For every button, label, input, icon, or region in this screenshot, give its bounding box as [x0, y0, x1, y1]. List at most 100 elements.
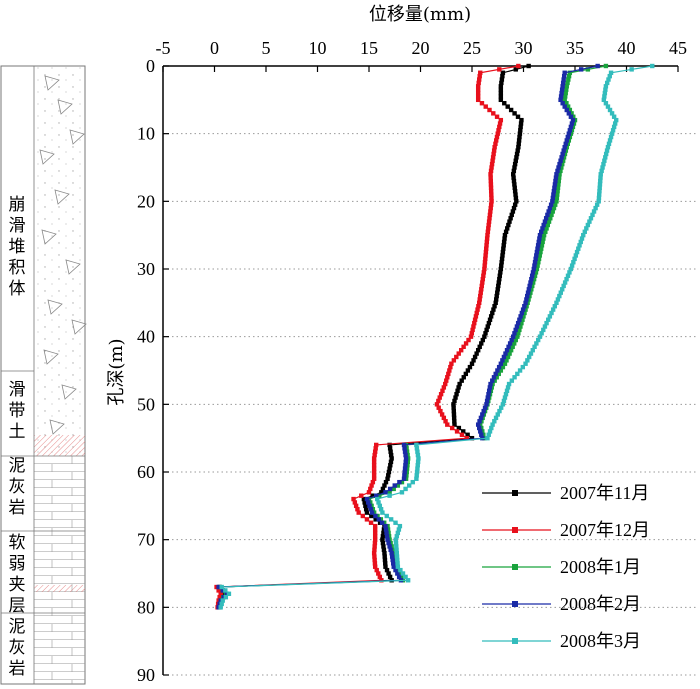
series-point: [562, 97, 567, 103]
series-point: [599, 168, 604, 174]
series-point: [560, 101, 565, 106]
series-point: [479, 283, 484, 289]
series-point: [511, 334, 516, 339]
legend-marker: [512, 601, 518, 607]
series-point: [364, 517, 370, 522]
series-point: [542, 219, 548, 224]
series-point: [445, 375, 450, 380]
series-point: [515, 334, 520, 339]
series-point: [537, 232, 543, 238]
series-point: [603, 63, 609, 69]
series-point: [485, 324, 490, 329]
series-point: [603, 155, 608, 160]
series-point: [609, 111, 615, 116]
series-point: [384, 513, 389, 519]
series-point: [483, 331, 488, 336]
series-point: [488, 188, 494, 194]
series-point: [405, 578, 411, 583]
series-point: [469, 361, 475, 366]
series-point: [389, 551, 394, 556]
series-point: [359, 493, 364, 498]
series-point: [371, 459, 377, 465]
series-point: [500, 249, 506, 255]
series-point: [604, 148, 610, 153]
series-point: [415, 459, 421, 465]
series-point: [372, 547, 377, 553]
series-point: [493, 415, 499, 421]
series-point: [476, 304, 481, 309]
series-point: [386, 571, 391, 576]
series-point: [530, 348, 535, 353]
series-point: [512, 111, 517, 116]
series-point: [498, 94, 504, 99]
series-point: [488, 202, 494, 207]
series-point: [534, 341, 539, 346]
series-point: [597, 188, 602, 194]
series-point: [438, 408, 443, 414]
series-point: [438, 391, 444, 397]
y-tick-label: 80: [137, 597, 155, 617]
series-point: [519, 117, 524, 123]
series-point: [459, 432, 465, 437]
series-point: [505, 104, 510, 109]
series-point: [391, 561, 396, 566]
strata-triangle: [61, 384, 77, 400]
series-point: [484, 239, 490, 245]
series-point: [445, 422, 450, 427]
series-point: [490, 310, 495, 316]
series-point: [579, 236, 585, 241]
legend-item: 2008年2月: [482, 594, 641, 614]
series-point: [372, 557, 377, 563]
series-point: [522, 304, 527, 309]
series-point: [567, 107, 573, 113]
series-point: [513, 327, 518, 333]
series-point: [497, 121, 503, 126]
series-point: [475, 97, 481, 103]
series-point: [565, 104, 571, 109]
series-point: [454, 391, 459, 397]
series-point: [437, 395, 442, 400]
series-point: [561, 148, 566, 153]
strata-triangle: [39, 149, 55, 165]
series-point: [517, 317, 522, 322]
series-point: [393, 540, 399, 546]
series-point: [372, 537, 378, 542]
series-point: [383, 523, 388, 529]
series-point: [594, 202, 600, 207]
series-point: [490, 422, 495, 427]
series-point: [383, 564, 388, 569]
series-point: [518, 314, 523, 319]
series-point: [393, 567, 398, 573]
series-point: [543, 229, 548, 234]
series-point: [402, 446, 407, 451]
series-point: [481, 270, 487, 275]
series-point: [488, 381, 493, 387]
series-point: [505, 354, 511, 360]
series-point: [527, 283, 532, 289]
series-point: [217, 594, 222, 600]
series-point: [536, 260, 541, 265]
series-point: [509, 378, 515, 383]
series-point: [494, 375, 499, 380]
y-tick-label: 10: [137, 124, 155, 144]
series-point: [488, 178, 493, 184]
series-point: [367, 503, 372, 509]
series-point: [505, 385, 511, 390]
series-point: [371, 476, 377, 481]
legend-label: 2008年3月: [560, 631, 641, 651]
series-point: [484, 398, 490, 404]
series-point: [605, 145, 611, 150]
strata-label-weak-layer: 软弱夹层: [9, 533, 26, 616]
series-point: [528, 351, 534, 356]
series-point: [603, 151, 609, 157]
series-point: [482, 263, 487, 268]
series-point: [507, 341, 513, 346]
series-point: [537, 334, 543, 339]
series-point: [559, 90, 564, 96]
series-point: [484, 243, 489, 248]
series-point: [374, 442, 379, 448]
series-point: [436, 398, 441, 404]
x-tick-label: 20: [412, 38, 430, 58]
series-point: [554, 199, 559, 204]
